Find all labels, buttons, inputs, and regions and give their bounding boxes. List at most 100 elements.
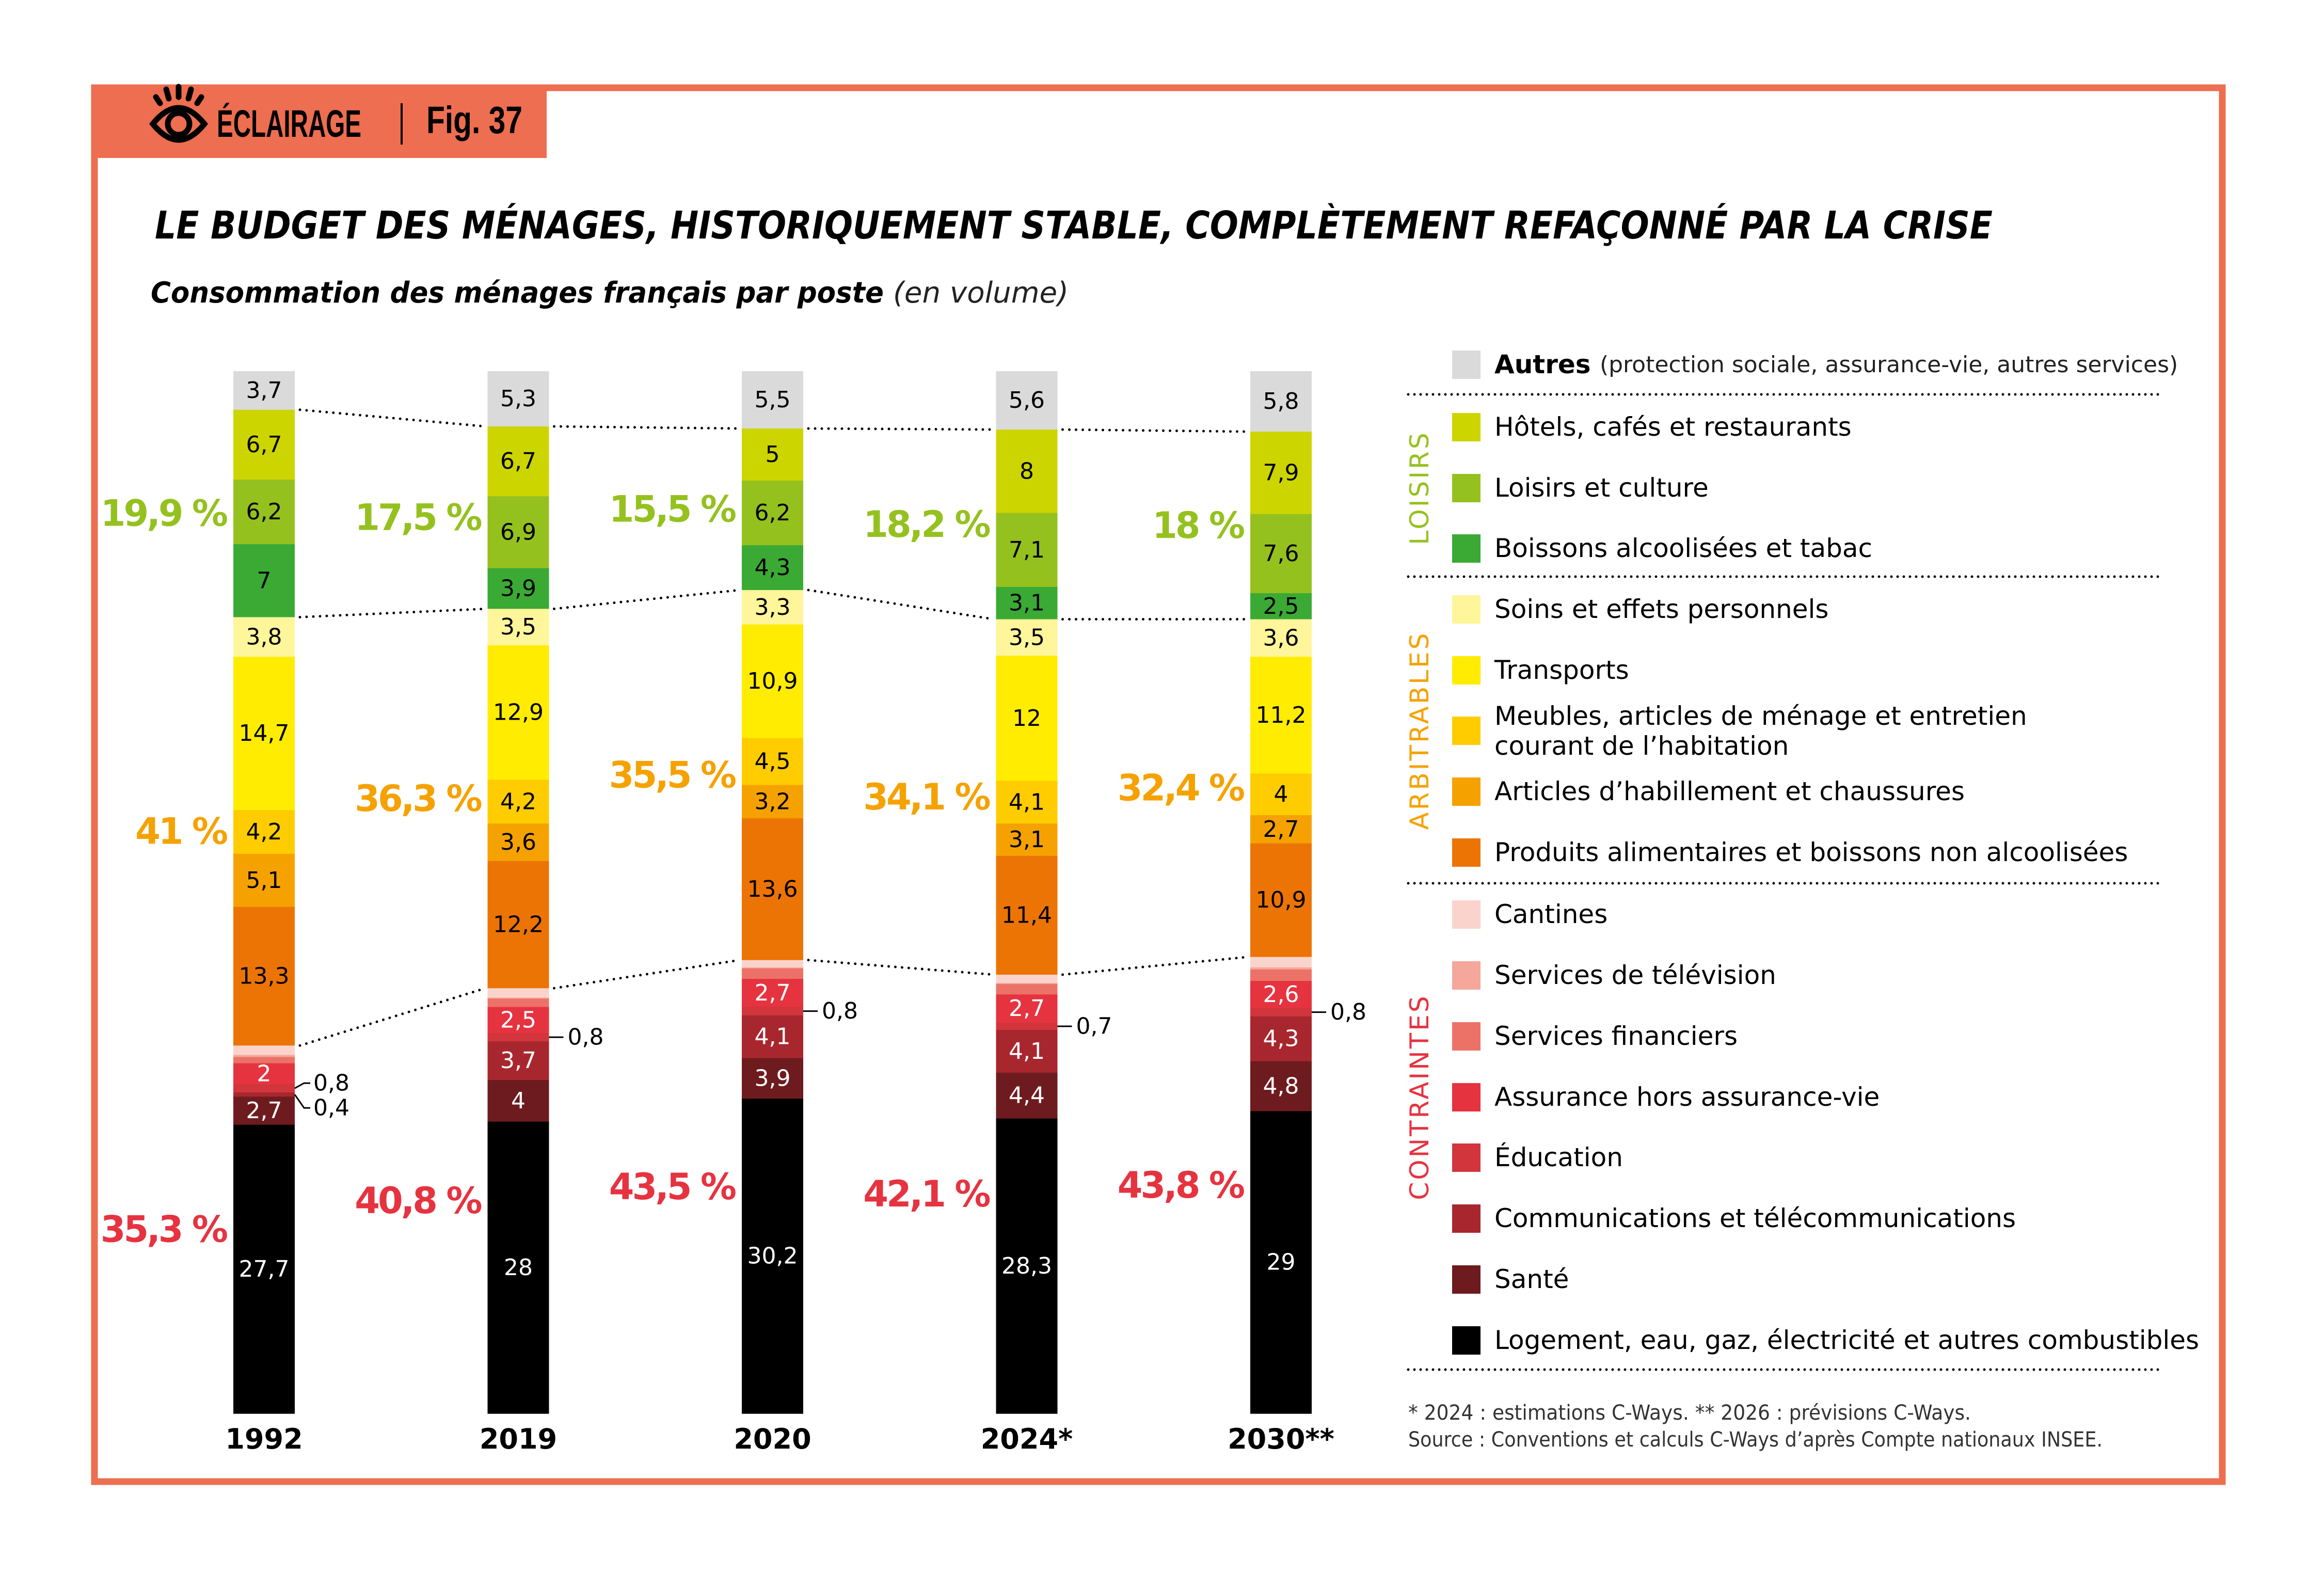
group-share-contraintes: 43,8 % [1118,1164,1244,1206]
legend-item: Autres (protection sociale, assurance-vi… [1452,349,2178,379]
subtitle-main: Consommation des ménages français par po… [151,276,884,310]
legend-swatch [1452,777,1481,806]
bar-segment [487,823,549,862]
bar-segment [996,1118,1058,1414]
segment-label: 4,1 [1009,1038,1045,1064]
segment-label: 4,2 [500,788,536,815]
bar-segment [742,480,803,546]
bar-segment [996,823,1058,856]
bar-segment [233,1063,295,1085]
bar-segment [233,657,295,811]
bar-segment [1250,843,1312,958]
segment-label: 2,7 [246,1098,282,1124]
legend-label-note: (protection sociale, assurance-vie, autr… [1600,352,2178,378]
bar-segment [742,1058,803,1099]
segment-label: 10,9 [747,668,798,694]
bar-segment [742,428,803,481]
segment-label: 4,3 [1263,1026,1299,1052]
footnote-source: Source : Conventions et calculs C-Ways d… [1408,1428,2103,1452]
legend-label: Assurance hors assurance-vie [1494,1082,1880,1112]
legend-swatch [1452,474,1481,502]
segment-label: 28,3 [1001,1253,1052,1279]
bar-segment [1250,619,1312,657]
legend-label-line: courant de l’habitation [1494,731,1789,761]
legend-swatch [1452,1143,1481,1172]
legend-label: Hôtels, cafés et restaurants [1494,412,1852,442]
segment-label: 4,2 [246,819,282,845]
segment-label: 7 [257,567,272,594]
segment-label: 2,7 [1009,995,1045,1022]
bar-segment [233,1092,295,1097]
segment-label: 3,7 [500,1047,536,1074]
segment-label-outside: 0,8 [1330,999,1366,1025]
legend-label: Produits alimentaires et boissons non al… [1494,837,2128,867]
connector-line [807,589,995,621]
segment-label: 5,5 [755,387,791,413]
legend-swatch [1452,1204,1481,1233]
group-share-arbitrables: 35,5 % [609,754,736,796]
year-label: 1992 [225,1423,303,1455]
bar-segment [996,975,1058,983]
bar-segment [742,785,803,819]
bar-segment [233,907,295,1046]
footnote-estimates: * 2024 : estimations C-Ways. ** 2026 : p… [1408,1401,1971,1425]
segment-label: 6,7 [500,448,536,474]
group-share-arbitrables: 32,4 % [1118,767,1244,809]
legend-swatch [1452,595,1481,624]
bar-segment [742,371,803,429]
connector-line [1061,956,1250,976]
bar-segment [742,545,803,591]
bar-segment [487,1033,549,1042]
group-share-arbitrables: 41 % [135,810,227,852]
legend-label: Soins et effets personnels [1494,594,1828,624]
segment-label: 11,4 [1001,902,1052,928]
legend-label-main: Autres [1494,349,1600,379]
segment-label: 4 [511,1088,526,1114]
bar-segment [996,656,1058,782]
chart-title: LE BUDGET DES MÉNAGES, HISTORIQUEMENT ST… [155,202,1993,248]
bar-segment [996,371,1058,430]
segment-label: 3,7 [246,377,282,404]
group-share-loisirs: 15,5 % [609,488,736,531]
bar-segment [1250,957,1312,968]
legend-label: Cantines [1494,899,1607,929]
bar-segment [233,1084,295,1093]
bar-segment [487,997,549,999]
bar-segment [233,1124,295,1414]
segment-label: 10,9 [1256,887,1307,913]
figure-frame [91,84,2226,1485]
legend-label: Autres (protection sociale, assurance-vi… [1494,349,2178,379]
bar-segment [996,586,1058,620]
group-share-contraintes: 40,8 % [355,1180,481,1222]
bar-segment [487,609,549,646]
bar-segment [233,617,295,657]
bar-segment [1250,1008,1312,1017]
bar-segment [1250,657,1312,774]
bar-segment [487,1079,549,1122]
legend-group-arbitrables: ARBITRABLES [1405,631,1435,830]
bar-segment [996,513,1058,587]
legend-item: Logement, eau, gaz, électricité et autre… [1452,1325,2199,1355]
bar-segment [233,853,295,908]
group-share-arbitrables: 34,1 % [863,776,990,818]
legend-label-line: Meubles, articles de ménage et entretien [1494,701,2027,731]
segment-label: 6,7 [246,432,282,458]
legend-label: Loisirs et culture [1494,473,1709,503]
legend-label: Éducation [1494,1142,1623,1172]
segment-label: 6,2 [246,499,282,525]
group-share-loisirs: 17,5 % [355,497,481,539]
bar-segment [742,590,803,625]
bar-segment [742,967,803,969]
segment-label: 4 [1274,781,1288,807]
bar-segment [996,855,1058,975]
segment-label: 5,1 [246,867,282,894]
segment-label-outside: 0,8 [568,1024,604,1051]
segment-label: 7,1 [1009,537,1045,563]
segment-label: 4,5 [755,749,791,775]
legend-item: Articles d’habillement et chaussures [1452,776,1965,806]
segment-label: 4,4 [1009,1083,1045,1109]
connector-line [553,425,741,430]
bar-segment [233,1055,295,1058]
eye-icon [149,84,209,143]
